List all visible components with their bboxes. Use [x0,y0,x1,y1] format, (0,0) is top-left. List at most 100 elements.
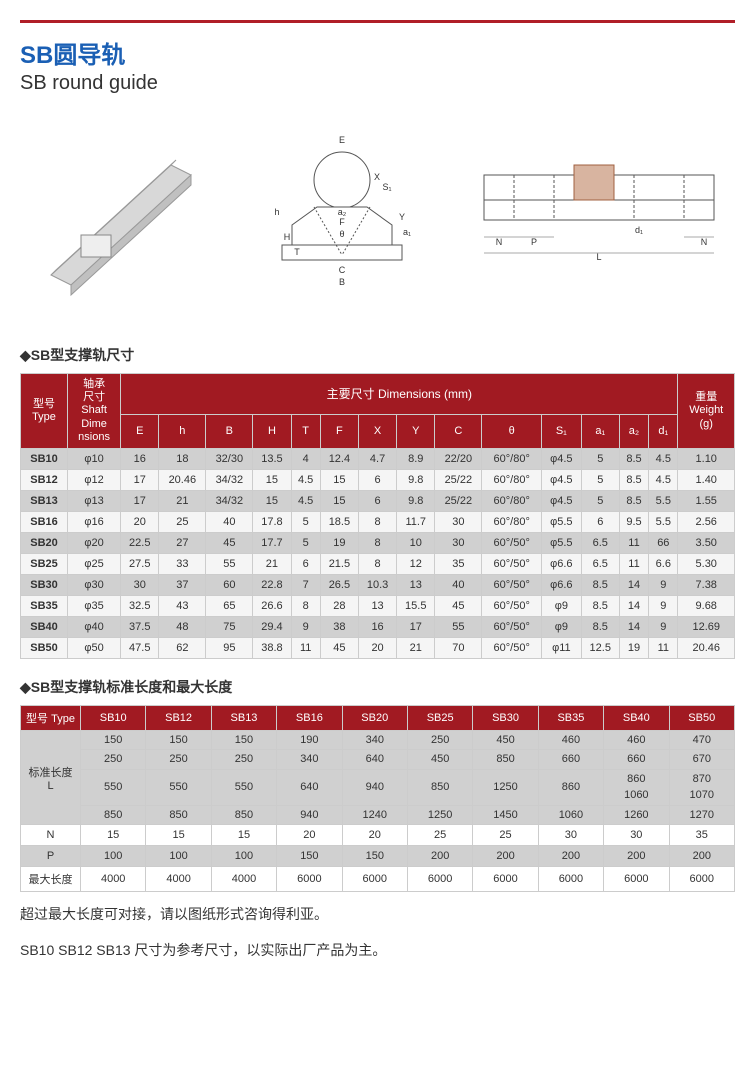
cell-value: 5 [581,469,619,490]
cell-value: 150 [277,846,342,867]
cell-value: 8 [291,595,320,616]
table-row: 标准长度 L150150150190340250450460460470 [21,730,735,750]
th-dims-spanner: 主要尺寸 Dimensions (mm) [121,374,678,415]
cell-shaft: φ20 [68,532,121,553]
cell-value: 11 [619,553,648,574]
th-dim-col: d₁ [649,415,678,449]
cell-value: 250 [81,750,146,770]
cell-value: 11 [619,532,648,553]
svg-text:L: L [597,252,602,262]
cell-type: SB35 [21,595,68,616]
table-row: SB16φ1620254017.8518.5811.73060°/80°φ5.5… [21,511,735,532]
cell-value: 15 [320,490,358,511]
cell-weight: 9.68 [678,595,735,616]
cell-value: 32.5 [121,595,159,616]
cell-value: 450 [473,730,538,750]
cell-value: 12 [397,553,435,574]
svg-text:H: H [284,232,291,242]
cell-value: 60°/80° [482,490,542,511]
cell-std-label: 标准长度 L [21,730,81,825]
cell-value: 60°/80° [482,469,542,490]
table-row: 250250250340640450850660660670 [21,750,735,770]
cell-value: 5 [291,511,320,532]
cell-weight: 12.69 [678,616,735,637]
cell-type: SB40 [21,616,68,637]
cell-value: 670 [669,750,734,770]
dimensions-table: 型号 Type 轴承 尺寸 Shaft Dime nsions 主要尺寸 Dim… [20,373,735,659]
th-dim-col: a₁ [581,415,619,449]
cell-value: 860 [538,769,603,805]
svg-text:N: N [701,237,708,247]
cell-value: 4000 [211,867,276,892]
svg-text:Y: Y [399,212,405,222]
cell-value: 38 [320,616,358,637]
cell-value: 450 [407,750,472,770]
cell-shaft: φ13 [68,490,121,511]
table-row: SB50φ5047.5629538.8114520217060°/50°φ111… [21,637,735,658]
cell-value: 19 [320,532,358,553]
page-root: SB圆导轨 SB round guide [0,0,755,983]
cell-value: 250 [407,730,472,750]
cell-value: 14 [619,574,648,595]
cell-value: 8.9 [397,448,435,469]
svg-text:a₂: a₂ [338,207,347,217]
table-row: SB20φ2022.5274517.75198103060°/50°φ5.56.… [21,532,735,553]
cell-value: 22/20 [435,448,482,469]
cell-value: 13.5 [253,448,291,469]
cell-value: 60 [206,574,253,595]
svg-text:h: h [275,207,280,217]
cell-value: 60°/80° [482,448,542,469]
cell-shaft: φ12 [68,469,121,490]
cell-value: 15 [320,469,358,490]
cell-value: 8.5 [581,616,619,637]
cell-value: 25 [159,511,206,532]
cell-value: 8.5 [581,595,619,616]
cell-value: 150 [81,730,146,750]
cell-shaft: φ16 [68,511,121,532]
table-row: 5505505506409408501250860860 1060870 107… [21,769,735,805]
diagram-row: E h H B C F θ S₁ X Y a₁ a₂ T [20,115,735,315]
cell-type: SB25 [21,553,68,574]
diagram-isometric [31,125,211,305]
cell-value: 460 [538,730,603,750]
cell-value: 25 [407,825,472,846]
cell-value: 30 [121,574,159,595]
cell-type: SB50 [21,637,68,658]
th-len-col: SB40 [604,705,669,730]
cell-value: 9 [649,574,678,595]
cell-value: 22.8 [253,574,291,595]
cell-value: 6 [291,553,320,574]
cell-value: 22.5 [121,532,159,553]
cell-value: 47.5 [121,637,159,658]
cell-value: 45 [206,532,253,553]
svg-text:F: F [340,217,346,227]
cell-value: φ9 [542,616,582,637]
cell-weight: 1.40 [678,469,735,490]
cell-value: 60°/80° [482,511,542,532]
cell-value: 9 [649,616,678,637]
cell-value: 11 [291,637,320,658]
cell-value: 28 [320,595,358,616]
th-dim-col: B [206,415,253,449]
table-row: P100100100150150200200200200200 [21,846,735,867]
th-dim-col: H [253,415,291,449]
table-row: SB30φ3030376022.8726.510.3134060°/50°φ6.… [21,574,735,595]
cell-value: 35 [669,825,734,846]
cell-value: 190 [277,730,342,750]
table-row: SB12φ121720.4634/32154.51569.825/2260°/8… [21,469,735,490]
cell-shaft: φ30 [68,574,121,595]
title-english: SB round guide [20,72,735,95]
cell-value: 27 [159,532,206,553]
cell-value: 60°/50° [482,553,542,574]
cell-value: φ4.5 [542,490,582,511]
cell-value: 62 [159,637,206,658]
cell-value: 10 [397,532,435,553]
cell-value: 19 [619,637,648,658]
cell-value: 11.7 [397,511,435,532]
cell-value: 6 [358,490,396,511]
cell-value: 34/32 [206,469,253,490]
cell-value: 5 [581,490,619,511]
th-dim-col: E [121,415,159,449]
th-len-col: SB50 [669,705,734,730]
cell-value: 12.5 [581,637,619,658]
